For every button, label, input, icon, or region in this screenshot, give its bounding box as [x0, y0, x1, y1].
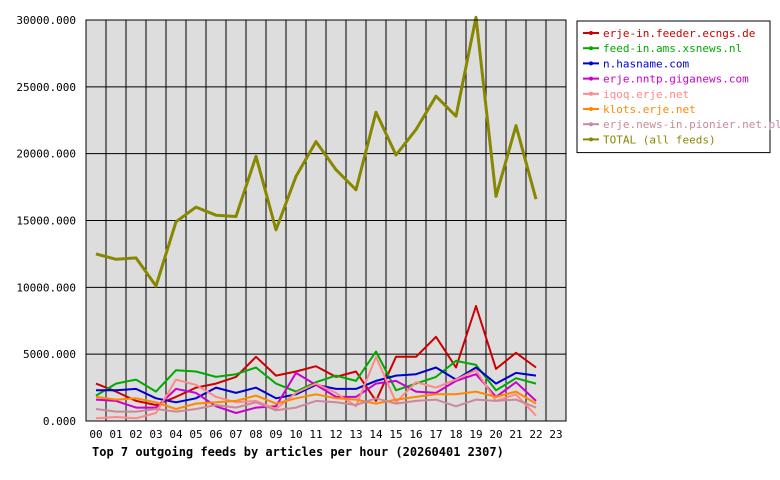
x-tick-label: 20: [489, 428, 502, 441]
series-line-0: [95, 305, 537, 406]
legend: erje-in.feeder.ecngs.de feed-in.ams.xsnew…: [576, 20, 780, 154]
y-tick-label: 20000.000: [16, 148, 76, 161]
series-line-6: [95, 397, 537, 413]
y-tick-label: 10000.000: [16, 281, 76, 294]
y-axis-tick-labels: 0.000 5000.000 10000.000 15000.000 20000.000…: [16, 14, 76, 428]
x-tick-label: 08: [249, 428, 262, 441]
legend-entry: feed-in.ams.xsnews.nl: [603, 42, 742, 55]
series-line-4: [95, 355, 537, 420]
x-tick-label: 09: [269, 428, 282, 441]
x-tick-label: 05: [189, 428, 202, 441]
x-tick-label: 00: [89, 428, 102, 441]
x-tick-label: 14: [369, 428, 383, 441]
x-tick-label: 01: [109, 428, 122, 441]
x-axis-tick-labels: 00 01 02 03 04 05 06 07 08 09 10 11 12 13 14 15 16 17 18 19…: [89, 428, 562, 441]
x-tick-label: 13: [349, 428, 362, 441]
legend-box: [576, 20, 771, 154]
y-tick-label: 5000.000: [23, 348, 76, 361]
x-tick-label: 02: [129, 428, 142, 441]
x-tick-label: 17: [429, 428, 442, 441]
legend-marker: [589, 31, 593, 35]
grid-lines: [86, 19, 566, 422]
series-line-3: [95, 371, 537, 414]
x-tick-label: 06: [209, 428, 222, 441]
x-tick-label: 22: [529, 428, 542, 441]
legend-entry: TOTAL (all feeds): [603, 133, 716, 146]
x-tick-label: 03: [149, 428, 162, 441]
chart-title: Top 7 outgoing feeds by articles per hou…: [92, 445, 504, 459]
y-tick-label: 30000.000: [16, 14, 76, 27]
legend-entry: klots.erje.net: [603, 103, 696, 116]
legend-entry: n.hasname.com: [603, 57, 689, 70]
legend-entry: erje.nntp.giganews.com: [603, 73, 749, 86]
x-tick-label: 15: [389, 428, 402, 441]
x-tick-label: 10: [289, 428, 302, 441]
x-tick-label: 21: [509, 428, 522, 441]
plot-frame: [85, 19, 567, 422]
legend-marker: [589, 61, 593, 66]
x-tick-label: 23: [549, 428, 562, 441]
legend-marker: [589, 122, 593, 127]
legend-marker: [589, 76, 593, 81]
series-line-5: [95, 390, 537, 410]
legend-entry: erje.news-in.pionier.net.pl: [603, 118, 780, 131]
series-lines: [95, 15, 538, 420]
legend-marker: [589, 137, 593, 142]
x-tick-label: 11: [309, 428, 322, 441]
legend-marker: [589, 46, 593, 51]
x-tick-label: 07: [229, 428, 242, 441]
y-tick-label: 15000.000: [16, 215, 76, 228]
x-tick-label: 04: [169, 428, 183, 441]
legend-marker: [589, 91, 593, 96]
y-tick-label: 0.000: [43, 415, 76, 428]
x-tick-label: 18: [449, 428, 462, 441]
series-line-7: [95, 15, 538, 288]
legend-marker: [589, 107, 593, 111]
y-tick-label: 25000.000: [16, 81, 76, 94]
x-tick-label: 16: [409, 428, 422, 441]
legend-entry: erje-in.feeder.ecngs.de: [603, 27, 755, 40]
legend-entry: iqoq.erje.net: [603, 88, 689, 101]
x-tick-label: 12: [329, 428, 342, 441]
series-line-1: [95, 350, 537, 397]
x-tick-label: 19: [469, 428, 482, 441]
